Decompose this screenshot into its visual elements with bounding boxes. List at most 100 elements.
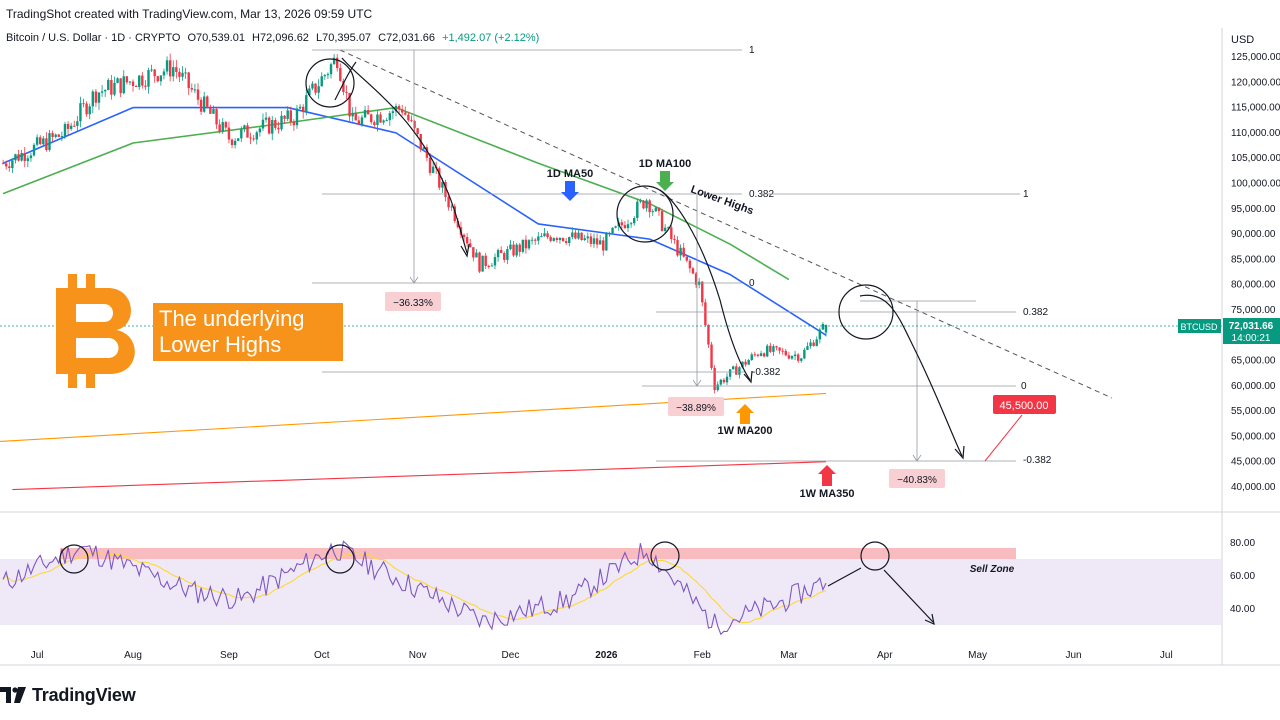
candle-body (255, 132, 258, 140)
candle-body (620, 222, 624, 226)
candle-body (125, 76, 129, 83)
candle-body (144, 85, 147, 87)
rsi-circle-3 (650, 541, 680, 571)
candle-body (701, 281, 704, 303)
candle-body (218, 124, 221, 132)
candle-body (790, 356, 794, 359)
candle-body (623, 225, 627, 229)
candle-body (391, 111, 395, 114)
candle-body (295, 108, 299, 126)
candle-body (243, 125, 246, 130)
candle-body (206, 96, 209, 107)
candle-body (750, 354, 753, 360)
candle-body (20, 152, 23, 161)
candle-body (753, 354, 757, 356)
candle-body (543, 233, 546, 237)
candle-body (586, 236, 589, 239)
tradingview-wordmark: TradingView (32, 684, 136, 705)
candle-body (230, 139, 234, 146)
candle-body (379, 114, 382, 123)
candle-body (598, 240, 602, 245)
drop-badge-2 (668, 397, 724, 416)
candle-body (552, 238, 555, 241)
price-axis[interactable]: 125,000.00 120,000.00 115,000.00 110,000.00… (1231, 52, 1280, 493)
candle-body (400, 109, 404, 113)
candle-body (651, 211, 654, 213)
candle-body (803, 349, 806, 359)
candle-body (110, 80, 113, 95)
candle-body (88, 106, 91, 115)
fib3-label-0382: 0.382 (1023, 307, 1048, 318)
candle-body (577, 232, 580, 239)
rsi-tick-60: 60.00 (1230, 571, 1255, 582)
candle-body (345, 92, 348, 94)
candle-body (35, 137, 39, 145)
candle-body (42, 138, 45, 145)
candle-body (32, 144, 36, 156)
candle-body (342, 80, 345, 93)
candle-body (215, 109, 218, 125)
candle-body (534, 239, 537, 241)
candle-body (128, 81, 132, 83)
candle-body (131, 81, 135, 87)
candle-body (778, 347, 781, 351)
ohlc-low: L70,395.07 (316, 32, 372, 44)
symbol-name[interactable]: Bitcoin / U.S. Dollar · 1D · CRYPTO (6, 32, 181, 44)
candle-body (444, 182, 447, 197)
candle-body (425, 147, 429, 158)
candle-body (438, 168, 441, 188)
candle-body (549, 237, 552, 241)
bar-countdown: 14:00:21 (1232, 333, 1271, 344)
candle-body (141, 75, 144, 86)
candle-body (187, 72, 190, 89)
candle-body (292, 121, 296, 126)
candle-body (202, 96, 206, 112)
candle-body (351, 112, 354, 117)
candle-body (540, 236, 543, 238)
candle-body (122, 76, 125, 94)
candle-body (8, 166, 11, 169)
rsi-arrow-head (924, 613, 935, 626)
target-callout: 45,500.00 (984, 395, 1056, 462)
fib1-label-0: 0 (749, 278, 755, 289)
candlestick-series (1, 53, 828, 394)
candle-body (685, 256, 688, 261)
candle-body (298, 106, 302, 109)
candle-body (73, 125, 76, 127)
arrow-head-3 (954, 445, 965, 460)
candle-body (490, 265, 494, 267)
candle-body (611, 227, 614, 234)
candle-body (363, 110, 367, 118)
fib-set-2: 1 -0.382 (322, 189, 1029, 378)
candle-body (564, 241, 568, 244)
drop-badge-3-text: −40.83% (897, 475, 937, 486)
candle-body (63, 124, 67, 137)
time-axis[interactable]: Jul Aug Sep Oct Nov Dec 2026 Feb Mar Apr May Jun Jul (31, 650, 1173, 661)
candle-body (741, 361, 744, 368)
candle-body (561, 237, 565, 242)
candle-body (568, 237, 571, 244)
time-tick: Jul (1160, 650, 1173, 661)
candle-body (407, 114, 410, 121)
price-tick: 105,000.00 (1231, 153, 1280, 164)
candle-body (320, 76, 323, 87)
candle-body (781, 350, 784, 352)
tradingview-logo-icon (0, 687, 26, 703)
candle-body (465, 237, 469, 244)
candle-body (503, 253, 506, 260)
candle-body (66, 124, 70, 129)
candle-body (326, 74, 330, 76)
candle-body (336, 57, 339, 69)
candle-body (382, 120, 385, 123)
drop-badge-1 (385, 292, 441, 311)
tradingview-brand[interactable]: TradingView (0, 684, 136, 706)
candle-body (558, 237, 562, 240)
lower-highs-trendline[interactable] (339, 49, 1113, 399)
candle-body (602, 240, 605, 251)
candle-body (645, 200, 648, 209)
candle-body (512, 244, 515, 256)
candle-body (506, 249, 509, 260)
price-pane (0, 28, 1280, 666)
candle-body (1, 163, 5, 165)
